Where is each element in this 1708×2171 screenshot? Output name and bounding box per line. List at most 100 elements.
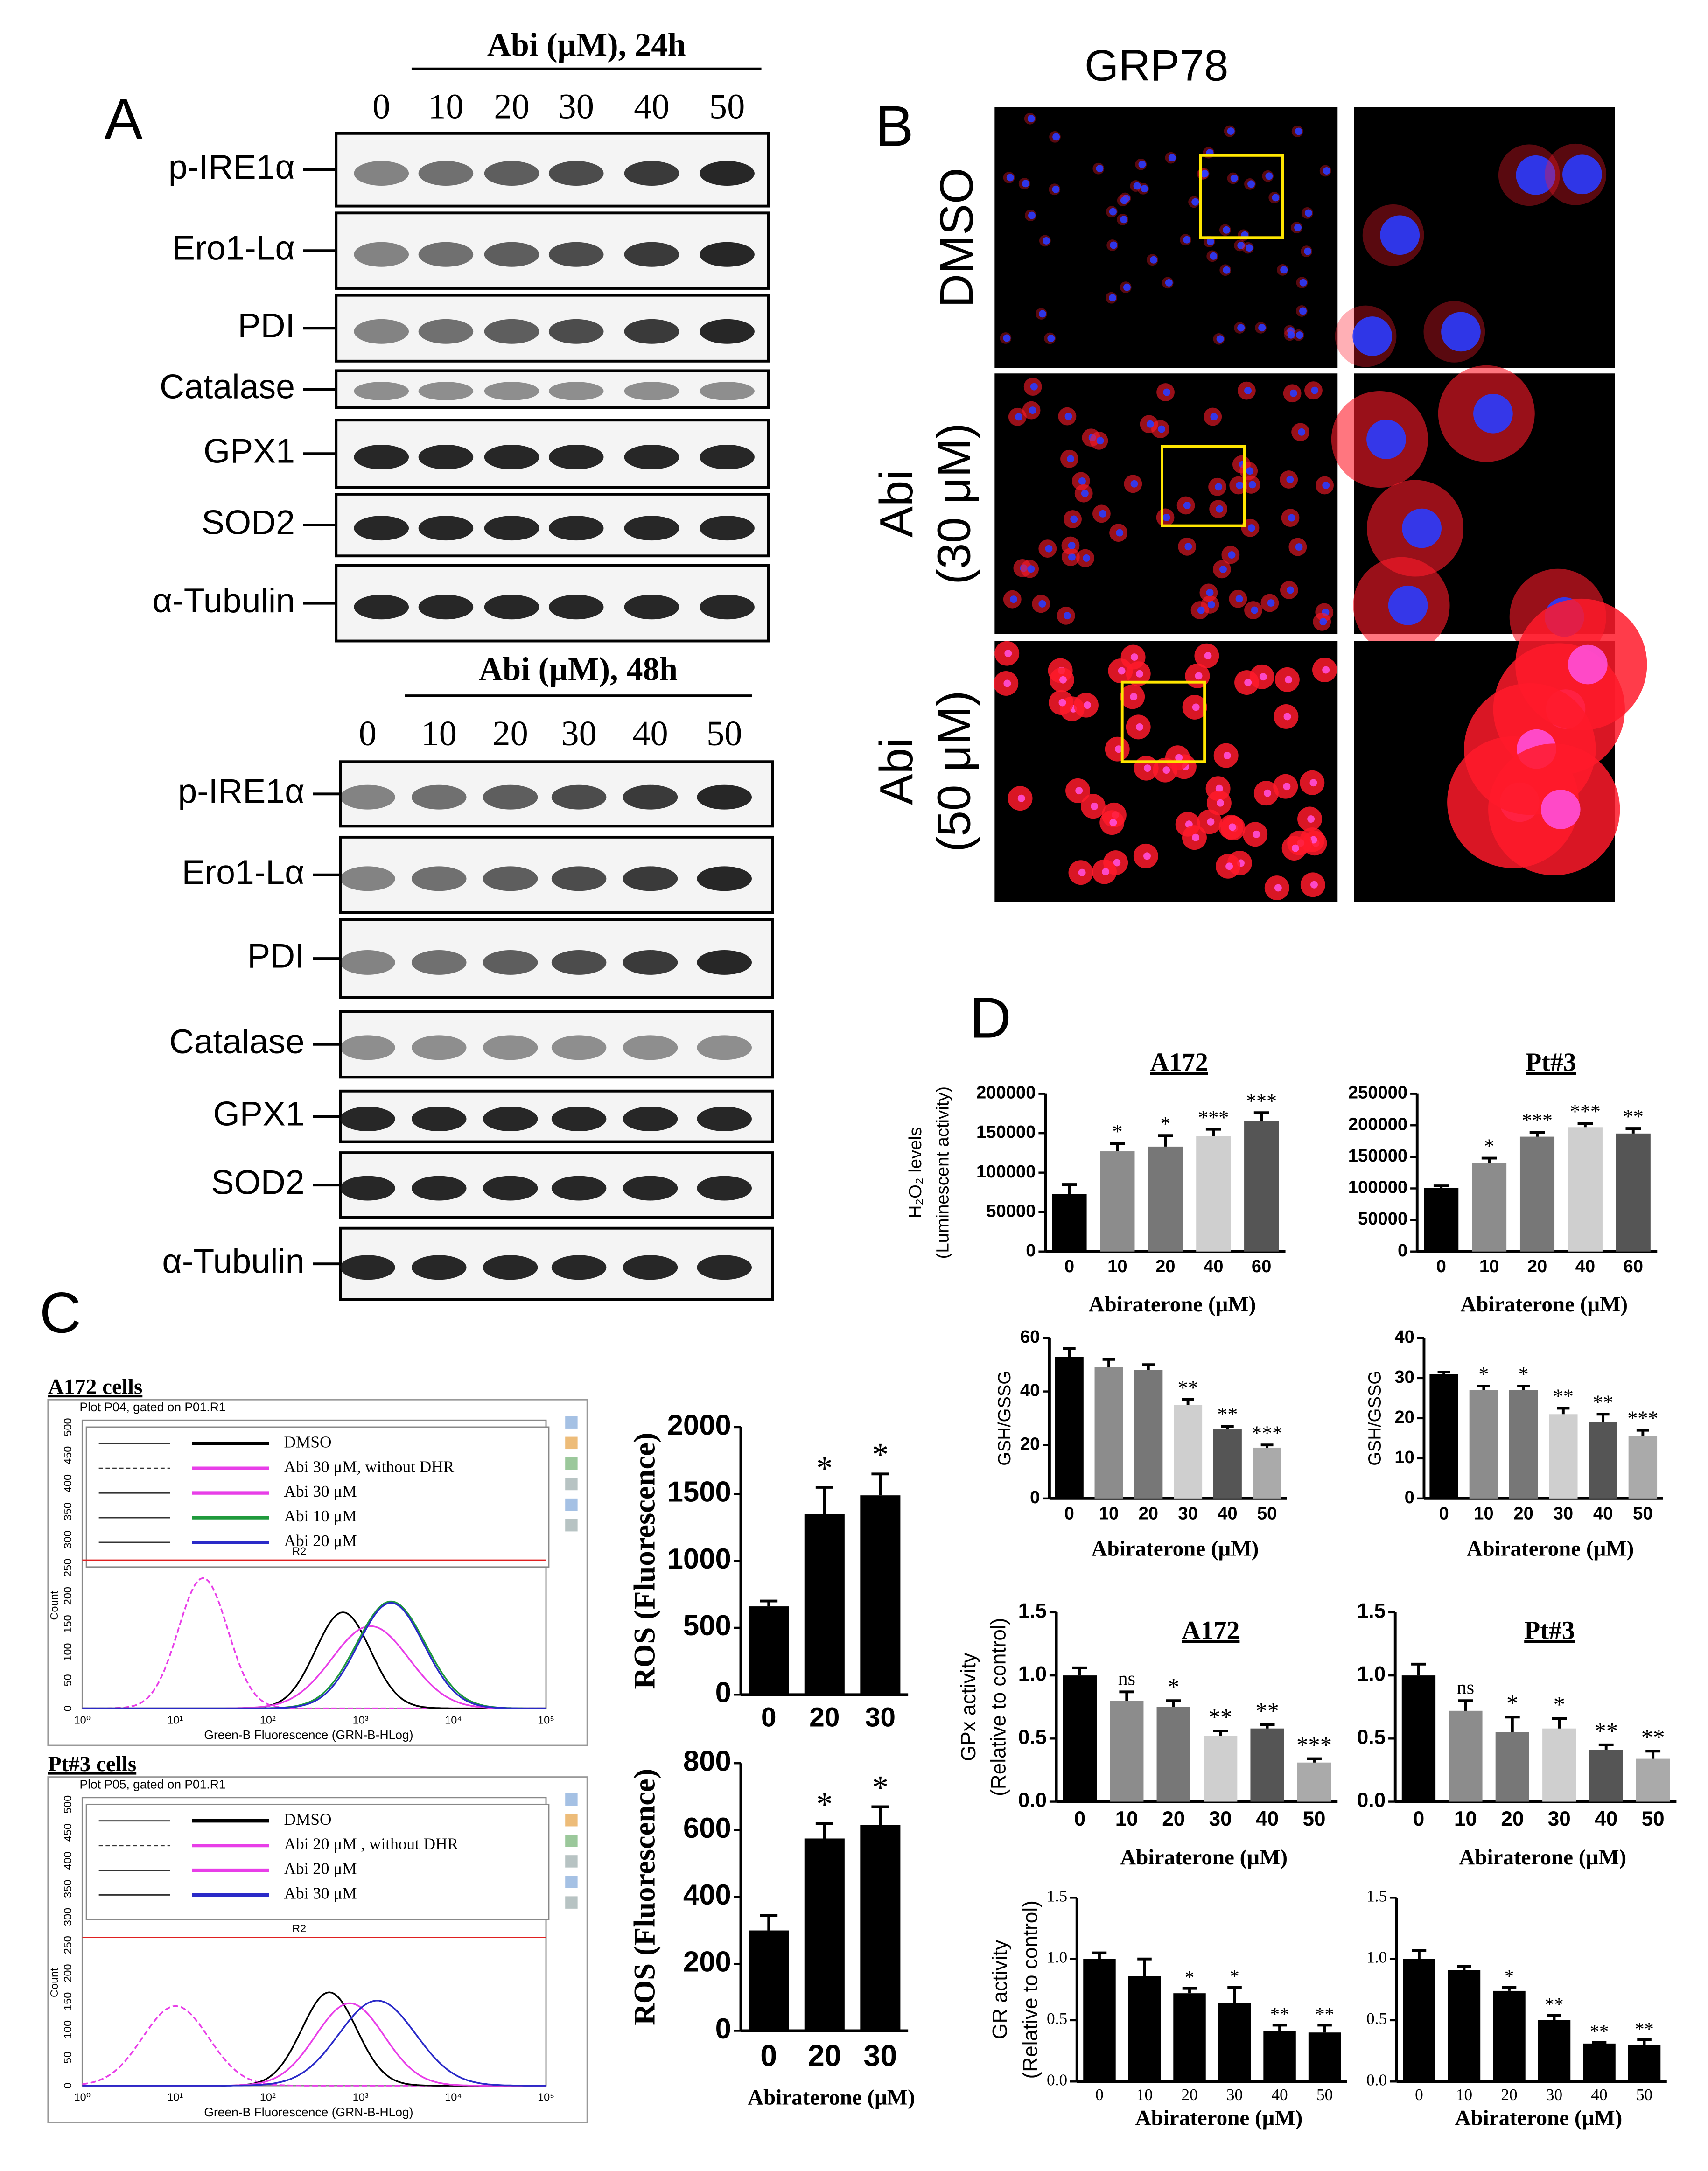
x-axis-label: Abiraterone (μM) bbox=[1455, 2106, 1623, 2130]
error-bar bbox=[1552, 1717, 1567, 1729]
nucleus bbox=[1286, 476, 1294, 483]
y-tick-label: 800 bbox=[683, 1745, 731, 1778]
significance: *** bbox=[1522, 1109, 1553, 1132]
toolbar-icon bbox=[565, 1793, 578, 1806]
nucleus bbox=[1223, 752, 1231, 759]
bar bbox=[860, 1495, 901, 1695]
band bbox=[624, 382, 679, 400]
flow-y-tick: 50 bbox=[62, 2052, 74, 2064]
band bbox=[340, 1107, 395, 1132]
significance: ** bbox=[1623, 1105, 1644, 1128]
nucleus bbox=[1235, 595, 1243, 603]
bar bbox=[860, 1825, 901, 2031]
legend-text: Abi 30 μM bbox=[284, 1482, 357, 1500]
y-tick-label: 60 bbox=[1020, 1327, 1040, 1347]
band bbox=[548, 161, 604, 186]
x-tick-label: 0 bbox=[1095, 2086, 1104, 2104]
flow-x-tick: 10¹ bbox=[167, 1714, 183, 1726]
protein-label: p-IRE1α bbox=[168, 147, 295, 186]
blot-header: Abi (μM), 48h bbox=[479, 651, 678, 687]
nucleus bbox=[1366, 420, 1406, 459]
band bbox=[548, 242, 604, 267]
nucleus bbox=[1109, 294, 1116, 302]
significance: *** bbox=[1627, 1407, 1658, 1430]
significance: ** bbox=[1553, 1385, 1574, 1408]
significance: * bbox=[1168, 1674, 1179, 1700]
x-tick-label: 20 bbox=[1139, 1503, 1159, 1523]
nucleus bbox=[1123, 283, 1131, 291]
nucleus bbox=[1052, 133, 1060, 141]
lane-label: 20 bbox=[494, 86, 529, 126]
nucleus bbox=[1323, 167, 1330, 175]
x-tick-label: 30 bbox=[1548, 1807, 1571, 1830]
error-bar bbox=[1062, 1183, 1077, 1194]
error-bar bbox=[1547, 2014, 1561, 2020]
error-bar bbox=[1505, 1716, 1520, 1732]
error-bar bbox=[1577, 1122, 1593, 1128]
y-axis-label: ROS (Fluorescence) bbox=[627, 1433, 661, 1689]
bar bbox=[1519, 1136, 1555, 1252]
flow-x-tick: 10² bbox=[260, 1714, 276, 1726]
error-bar bbox=[1433, 1184, 1449, 1188]
nucleus bbox=[1109, 819, 1117, 826]
significance: *** bbox=[1296, 1732, 1332, 1758]
y-tick-label: 1500 bbox=[667, 1476, 731, 1508]
protein-label: GPX1 bbox=[203, 432, 295, 470]
error-bar bbox=[1063, 1347, 1076, 1357]
nucleus bbox=[1028, 211, 1036, 219]
y-tick-label: 200 bbox=[683, 1946, 731, 1978]
x-tick-label: 10 bbox=[1474, 1503, 1493, 1523]
condition-label: DMSO bbox=[931, 168, 983, 308]
significance: ** bbox=[1255, 1698, 1279, 1724]
significance: * bbox=[1112, 1120, 1122, 1143]
nucleus bbox=[1289, 389, 1297, 397]
toolbar-icon bbox=[565, 1876, 578, 1888]
flow-x-tick: 10⁴ bbox=[445, 2091, 462, 2103]
bar bbox=[1110, 1701, 1144, 1802]
band bbox=[411, 950, 467, 975]
bar bbox=[1094, 1367, 1123, 1499]
x-tick-label: 20 bbox=[1181, 2086, 1197, 2104]
flow-title: Pt#3 cells bbox=[48, 1752, 136, 1776]
nucleus bbox=[1322, 666, 1330, 674]
x-tick-label: 0 bbox=[761, 1702, 777, 1733]
nucleus bbox=[1175, 754, 1183, 762]
flow-y-tick: 200 bbox=[62, 1587, 74, 1605]
flow-y-tick: 450 bbox=[62, 1446, 74, 1464]
nucleus bbox=[1246, 467, 1254, 475]
legend-text: Abi 20 μM , without DHR bbox=[284, 1835, 459, 1853]
nucleus bbox=[1322, 482, 1330, 489]
bar bbox=[1549, 1414, 1578, 1499]
band bbox=[624, 161, 679, 186]
x-axis-label: Abiraterone (μM) bbox=[1120, 1845, 1288, 1870]
band bbox=[700, 595, 755, 620]
x-tick-label: 20 bbox=[1155, 1256, 1176, 1276]
plot-header: Plot P05, gated on P01.R1 bbox=[80, 1777, 226, 1791]
y-tick-label: 1.5 bbox=[1366, 1887, 1387, 1905]
protein-label: PDI bbox=[238, 306, 295, 345]
legend-box bbox=[85, 1426, 550, 1568]
x-tick-label: 20 bbox=[809, 1702, 840, 1733]
y-tick-label: 0 bbox=[1026, 1240, 1036, 1261]
band bbox=[340, 1255, 395, 1280]
bar bbox=[1083, 1959, 1116, 2082]
bar bbox=[1448, 1970, 1481, 2082]
x-tick-label: 0 bbox=[1064, 1256, 1074, 1276]
significance: * bbox=[1505, 1966, 1514, 1987]
lane-label: 0 bbox=[372, 86, 390, 126]
nucleus bbox=[1299, 307, 1307, 315]
nucleus bbox=[1244, 679, 1252, 686]
band bbox=[548, 319, 604, 344]
error-bar bbox=[1110, 1142, 1125, 1152]
legend-text: DMSO bbox=[284, 1433, 332, 1451]
nucleus bbox=[1473, 393, 1513, 434]
flow-y-label: Count bbox=[48, 1968, 60, 1997]
band bbox=[418, 444, 474, 469]
error-bar bbox=[760, 1599, 778, 1607]
y-tick-label: 40 bbox=[1394, 1327, 1414, 1347]
significance: *** bbox=[1246, 1089, 1277, 1112]
error-bar bbox=[1529, 1131, 1545, 1137]
band bbox=[483, 1035, 538, 1060]
significance: * bbox=[1185, 1967, 1194, 1988]
nucleus bbox=[1380, 215, 1420, 255]
